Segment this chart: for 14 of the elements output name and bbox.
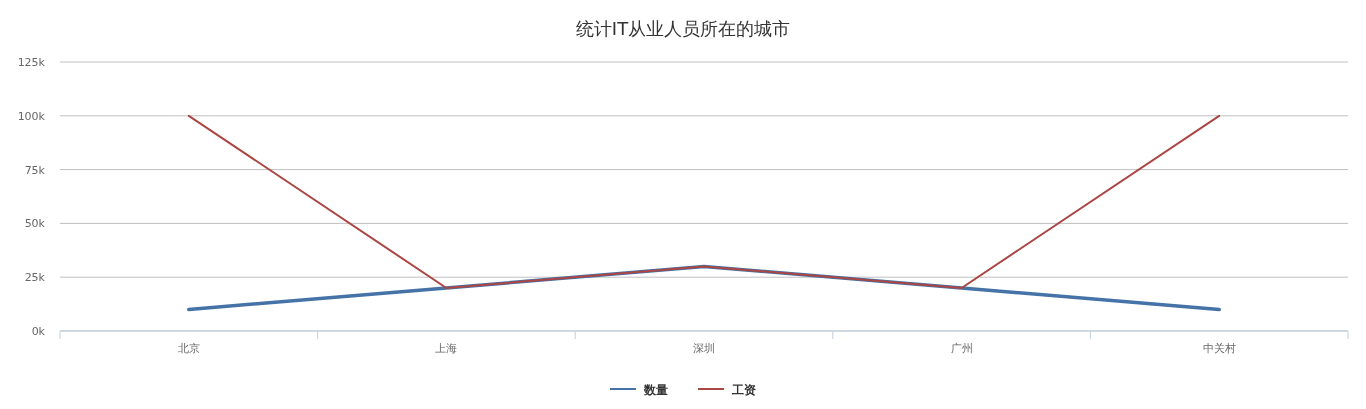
y-tick-label: 125k: [17, 56, 46, 69]
y-tick-label: 100k: [17, 109, 46, 123]
legend-label: 数量: [643, 383, 668, 397]
y-tick-label: 0k: [31, 325, 46, 338]
x-tick-label: 中关村: [1202, 342, 1236, 355]
chart-title: 统计IT从业人员所在的城市: [575, 18, 791, 39]
y-tick-label: 50k: [24, 217, 46, 231]
x-tick-label: 深圳: [693, 342, 715, 355]
x-tick-label: 北京: [177, 342, 200, 355]
y-tick-label: 75k: [24, 163, 46, 177]
x-tick-label: 广州: [950, 342, 973, 355]
x-tick-label: 上海: [435, 342, 458, 355]
legend-label: 工资: [731, 383, 756, 397]
y-tick-label: 25k: [24, 271, 46, 285]
